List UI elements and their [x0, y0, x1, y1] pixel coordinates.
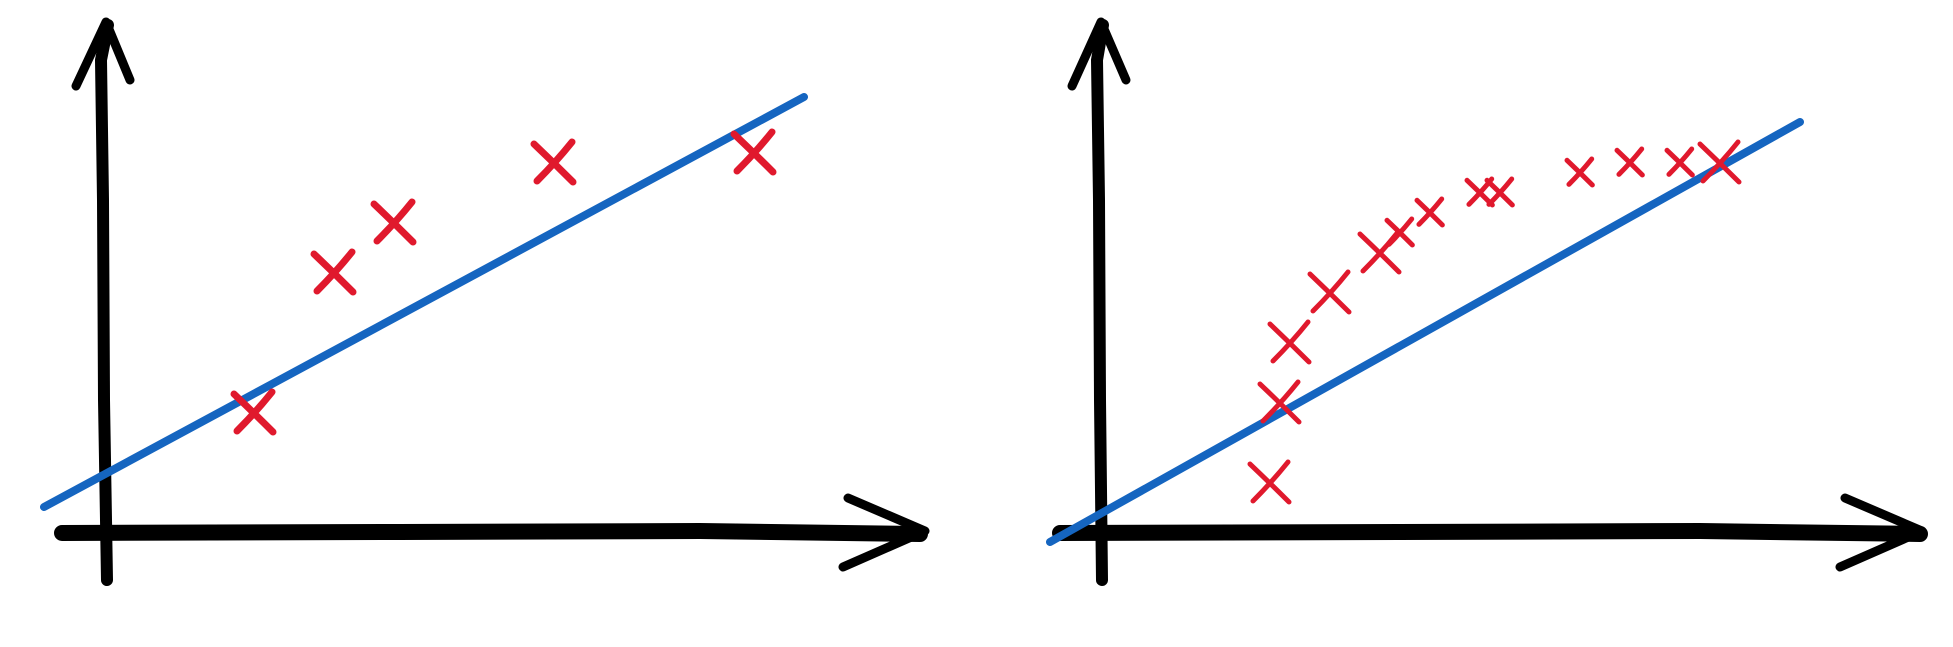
y-axis — [95, 19, 114, 586]
data-point-x-mark — [1614, 146, 1645, 178]
x-axis-arrowhead — [1835, 493, 1927, 572]
data-point-x-mark — [370, 198, 417, 246]
data-point-x-mark — [1414, 196, 1445, 228]
data-points — [230, 128, 777, 436]
x-axis — [1052, 523, 1928, 542]
data-point-x-mark — [310, 248, 357, 296]
fit-line — [40, 93, 808, 511]
data-point-x-mark — [1384, 216, 1415, 248]
left-scatter-panel — [40, 17, 930, 586]
y-axis — [1091, 19, 1109, 586]
y-axis-arrowhead — [1067, 17, 1131, 91]
y-axis-arrowhead — [71, 17, 135, 91]
x-axis — [54, 523, 928, 542]
data-point-x-mark — [1664, 146, 1695, 178]
data-point-x-mark — [1484, 176, 1515, 208]
data-point-x-mark — [730, 128, 777, 176]
data-point-x-mark — [1257, 379, 1302, 425]
many-points-fit-line-group — [1046, 118, 1804, 546]
data-points — [1247, 139, 1742, 505]
data-point-x-mark — [230, 388, 277, 436]
few-points-fit-line-group — [40, 93, 808, 511]
x-axis-arrowhead — [838, 493, 930, 572]
data-point-x-mark — [1307, 269, 1352, 315]
right-scatter-panel — [1046, 17, 1928, 586]
data-point-x-mark — [530, 138, 577, 186]
data-point-x-mark — [1564, 156, 1595, 188]
fit-line — [1046, 118, 1804, 546]
data-point-x-mark — [1267, 319, 1312, 365]
data-point-x-mark — [1697, 139, 1742, 185]
data-point-x-mark — [1247, 459, 1292, 505]
